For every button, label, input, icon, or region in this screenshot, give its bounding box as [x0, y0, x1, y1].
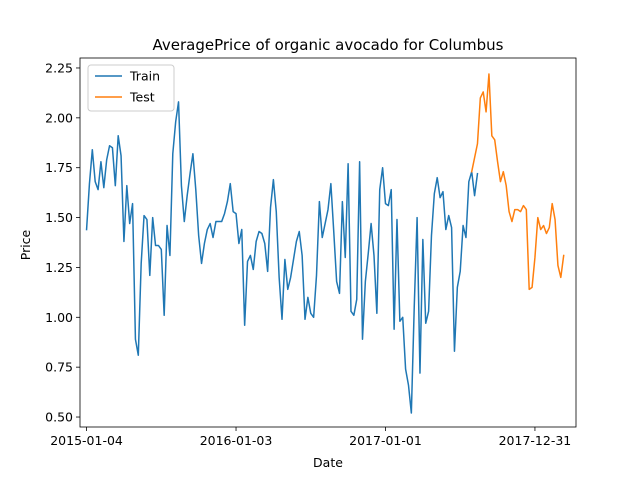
chart-title: AveragePrice of organic avocado for Colu… [153, 36, 504, 54]
legend-label-test: Test [129, 90, 155, 105]
y-tick-label: 0.50 [45, 410, 73, 425]
y-axis-label: Price [18, 229, 33, 260]
axes-frame [79, 57, 577, 428]
y-tick-label: 1.75 [45, 160, 73, 175]
x-tick-label: 2016-01-03 [200, 433, 273, 448]
legend: Train Test [87, 64, 175, 112]
x-axis-label: Date [313, 455, 343, 470]
x-tick-label: 2017-12-31 [499, 433, 572, 448]
y-tick-label: 1.50 [45, 210, 73, 225]
y-tick-label: 0.75 [45, 360, 73, 375]
x-tick-label: 2017-01-01 [349, 433, 422, 448]
y-tick-label: 2.25 [45, 60, 73, 75]
plot-area: 2015-01-04 2016-01-03 2017-01-01 2017-12-31… [45, 57, 577, 448]
y-tick-label: 2.00 [45, 110, 73, 125]
y-tick-label: 1.25 [45, 260, 73, 275]
series-line-test [470, 73, 565, 291]
x-tick-label: 2015-01-04 [50, 433, 123, 448]
y-tick-label: 1.00 [45, 310, 73, 325]
legend-label-train: Train [129, 69, 160, 84]
series-line-train [85, 101, 479, 414]
